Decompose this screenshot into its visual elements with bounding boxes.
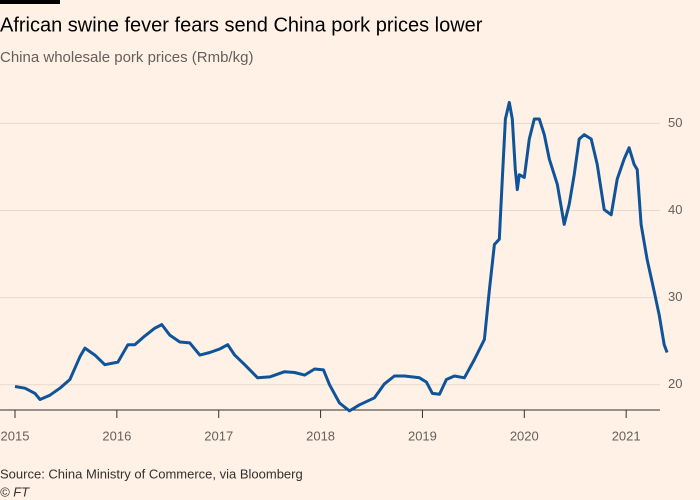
x-tick-label: 2016 xyxy=(102,428,131,443)
source: Source: China Ministry of Commerce, via … xyxy=(0,466,303,481)
price-line xyxy=(14,100,669,413)
x-tick-label: 2017 xyxy=(204,428,233,443)
y-tick-label: 20 xyxy=(668,376,682,391)
x-tick-label: 2019 xyxy=(408,428,437,443)
x-tick-label: 2018 xyxy=(306,428,335,443)
chart-title: African swine fever fears send China por… xyxy=(0,14,483,36)
x-tick-label: 2020 xyxy=(510,428,539,443)
chart-subtitle: China wholesale pork prices (Rmb/kg) xyxy=(0,49,253,66)
y-tick-label: 40 xyxy=(668,202,682,217)
x-tick-label: 2021 xyxy=(612,428,641,443)
x-tick-label: 2015 xyxy=(1,428,30,443)
brand-bar xyxy=(0,0,60,4)
y-tick-label: 50 xyxy=(668,115,682,130)
y-tick-label: 30 xyxy=(668,289,682,304)
credit: © FT xyxy=(0,484,30,499)
